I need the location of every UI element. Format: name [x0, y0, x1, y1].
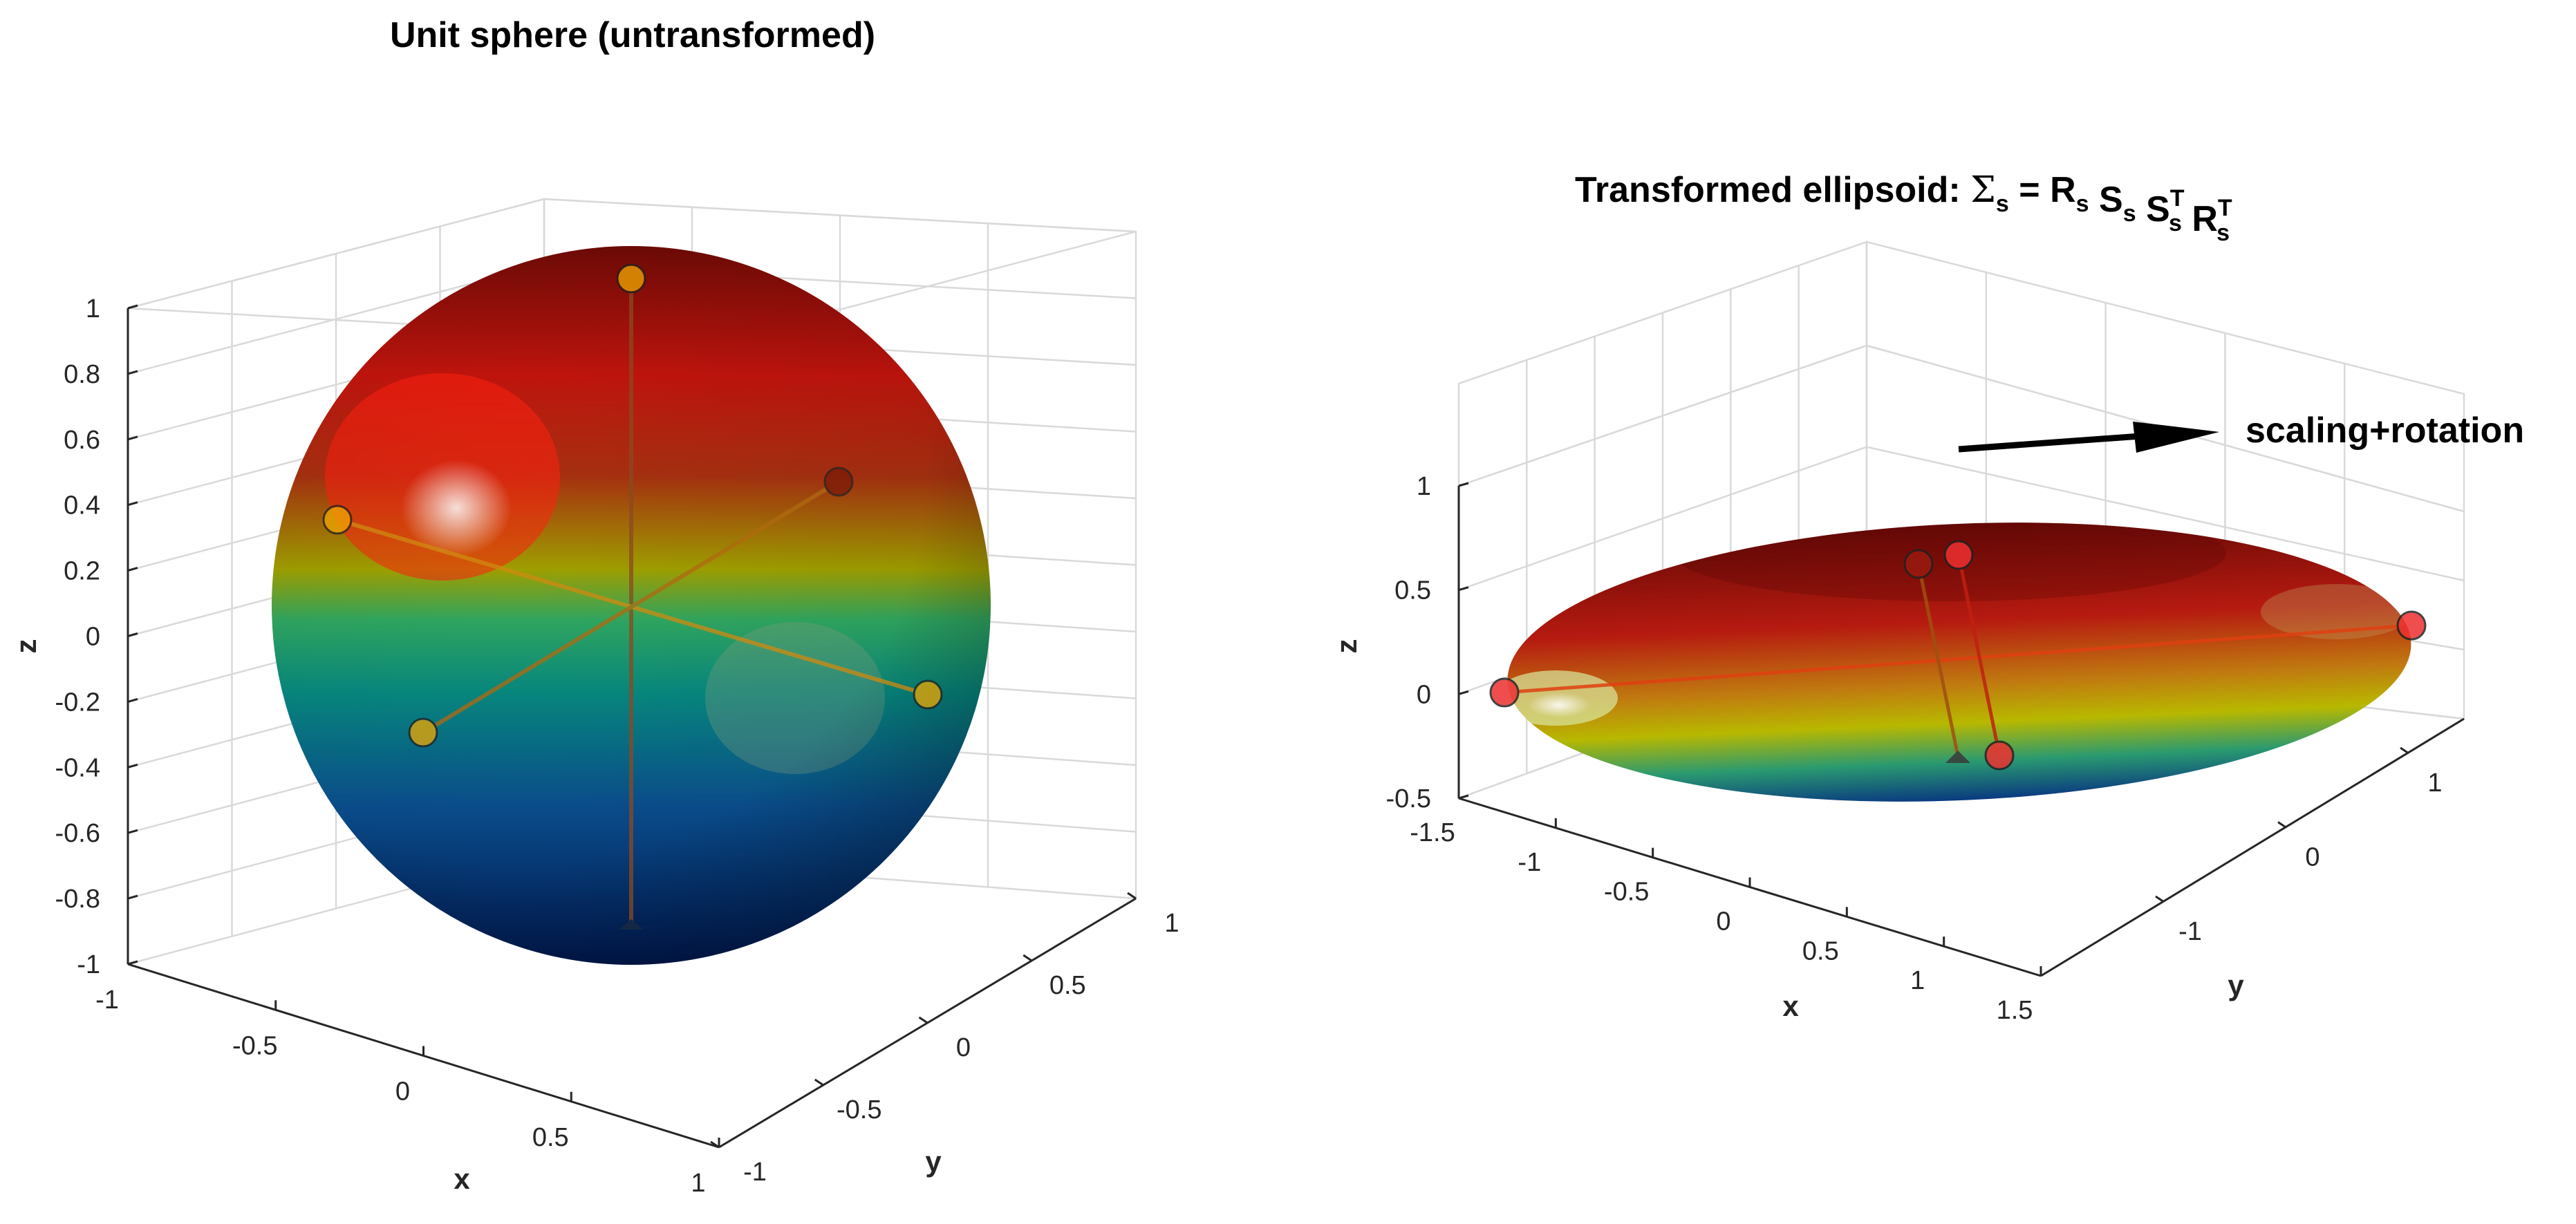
right-z-tick-label: -0.5: [1386, 784, 1431, 813]
left-y-tick-label: -1: [743, 1158, 767, 1187]
left-z-tick-label: 0.4: [64, 491, 100, 520]
right-y-tick-label: 0: [2305, 843, 2320, 872]
axis-endpoint-marker: [408, 717, 438, 748]
right-panel: 1 0.5 0 -0.5 -1.5 -1 -0.5 0 0.5 1 1.5 -1 0 1 Transf…: [1330, 169, 2524, 1025]
left-z-tick-label: -0.6: [55, 819, 100, 848]
right-panel-title: Transformed ellipsoid: Σs = Rs Ss ST s RT…: [1575, 169, 2232, 246]
left-x-tick-label: 1: [691, 1169, 705, 1198]
axis-endpoint-marker: [2396, 610, 2427, 641]
right-z-tick-label-mark: [1458, 690, 1469, 695]
left-y-tick-label: 0: [956, 1033, 971, 1062]
left-z-tick-label-mark: [127, 632, 138, 637]
left-x-tick-label: -1: [95, 986, 119, 1015]
right-z-axis-label: z: [1330, 639, 1363, 654]
right-y-axis-label: y: [2228, 969, 2244, 1001]
left-z-tick-label-mark: [127, 829, 138, 834]
right-x-tick-label: -0.5: [1604, 878, 1649, 907]
right-x-tick-label: 0: [1716, 907, 1730, 936]
left-y-tick-label-mark: [918, 1016, 928, 1024]
left-z-tick-label-mark: [127, 435, 138, 441]
left-z-tick-label-mark: [127, 501, 138, 507]
left-y-tick-label: 1: [1164, 909, 1179, 938]
left-z-tick-label: -0.8: [55, 885, 100, 914]
right-y-tick-label-mark: [2277, 821, 2287, 829]
axis-endpoint-marker: [1984, 740, 2015, 771]
right-x-tick-label: 1: [1910, 966, 1925, 995]
arrow-annotation-label: scaling+rotation: [2246, 411, 2524, 451]
ellipsoid-principal-axes: [1489, 540, 2427, 771]
right-x-axis-label: x: [1782, 990, 1799, 1022]
left-panel: 1 0.8 0.6 0.4 0.2 0 -0.2 -0.4 -0.6 -0.8 -1 -1 -0.5 0…: [10, 15, 1179, 1198]
right-z-tick-label-mark: [1458, 482, 1469, 487]
left-axes: 1 0.8 0.6 0.4 0.2 0 -0.2 -0.4 -0.6 -0.8 -1 -1 -0.5 0…: [55, 294, 1179, 1198]
right-y-tick-label-mark: [2400, 746, 2409, 755]
left-y-axis-label: y: [925, 1145, 942, 1178]
right-z-tick-label: 1: [1417, 472, 1431, 501]
right-y-tick-label: -1: [2178, 917, 2202, 946]
left-z-tick-label-mark: [127, 304, 138, 310]
axis-endpoint-marker: [1943, 540, 1974, 570]
left-z-tick-label-mark: [127, 763, 138, 769]
left-z-tick-label-mark: [127, 370, 138, 375]
left-y-tick-label: 0.5: [1049, 971, 1086, 1000]
left-x-tick-label: 0: [395, 1077, 410, 1107]
left-z-tick-label-mark: [127, 960, 138, 966]
right-z-tick-label-mark: [1458, 586, 1469, 592]
left-x-tick-label: 0.5: [532, 1123, 569, 1152]
axis-endpoint-marker: [913, 679, 943, 710]
transform-arrow: [1958, 422, 2219, 453]
right-x-tick-label: 1.5: [1997, 996, 2033, 1025]
axis-endpoint-marker: [1903, 549, 1934, 579]
left-y-tick-label-mark: [1127, 892, 1137, 900]
right-x-tick-label: -1.5: [1410, 818, 1455, 847]
right-axes: 1 0.5 0 -0.5 -1.5 -1 -0.5 0 0.5 1 1.5 -1 0 1: [1386, 472, 2465, 1025]
axis-endpoint-marker: [616, 263, 646, 294]
left-z-tick-label: 0.2: [64, 557, 100, 586]
left-z-tick-label: 0: [86, 623, 100, 652]
left-x-axis-label: x: [454, 1162, 470, 1195]
left-z-tick-label: -1: [77, 950, 100, 979]
left-y-tick-label-mark: [710, 1140, 720, 1149]
left-z-tick-label-mark: [127, 697, 138, 703]
left-z-tick-label-mark: [127, 567, 138, 572]
left-x-tick-label: -0.5: [232, 1031, 277, 1060]
left-panel-title: Unit sphere (untransformed): [390, 15, 875, 55]
axis-endpoint-marker: [1489, 677, 1520, 708]
right-z-tick-label: 0: [1417, 680, 1431, 709]
sphere-principal-axes: [322, 263, 943, 930]
left-z-tick-label-mark: [127, 894, 138, 900]
left-z-tick-label: 1: [86, 294, 100, 323]
left-y-tick-label-mark: [814, 1078, 824, 1086]
left-z-tick-label: 0.6: [64, 426, 100, 455]
left-z-tick-label: 0.8: [64, 360, 100, 389]
left-z-axis-label: z: [10, 639, 42, 654]
axis-endpoint-marker: [322, 505, 353, 535]
right-x-tick-label: 0.5: [1802, 936, 1839, 966]
right-y-tick-label-mark: [2155, 895, 2165, 903]
right-z-tick-label: 0.5: [1394, 576, 1431, 605]
right-z-tick-label-mark: [1458, 794, 1469, 800]
left-z-tick-label: -0.4: [55, 753, 100, 782]
right-x-tick-label: -1: [1518, 848, 1541, 877]
left-y-tick-label: -0.5: [837, 1095, 881, 1124]
right-y-tick-label: 1: [2427, 769, 2442, 798]
axis-endpoint-marker: [823, 467, 854, 497]
left-y-tick-label-mark: [1023, 954, 1033, 962]
left-z-tick-label: -0.2: [55, 688, 100, 717]
